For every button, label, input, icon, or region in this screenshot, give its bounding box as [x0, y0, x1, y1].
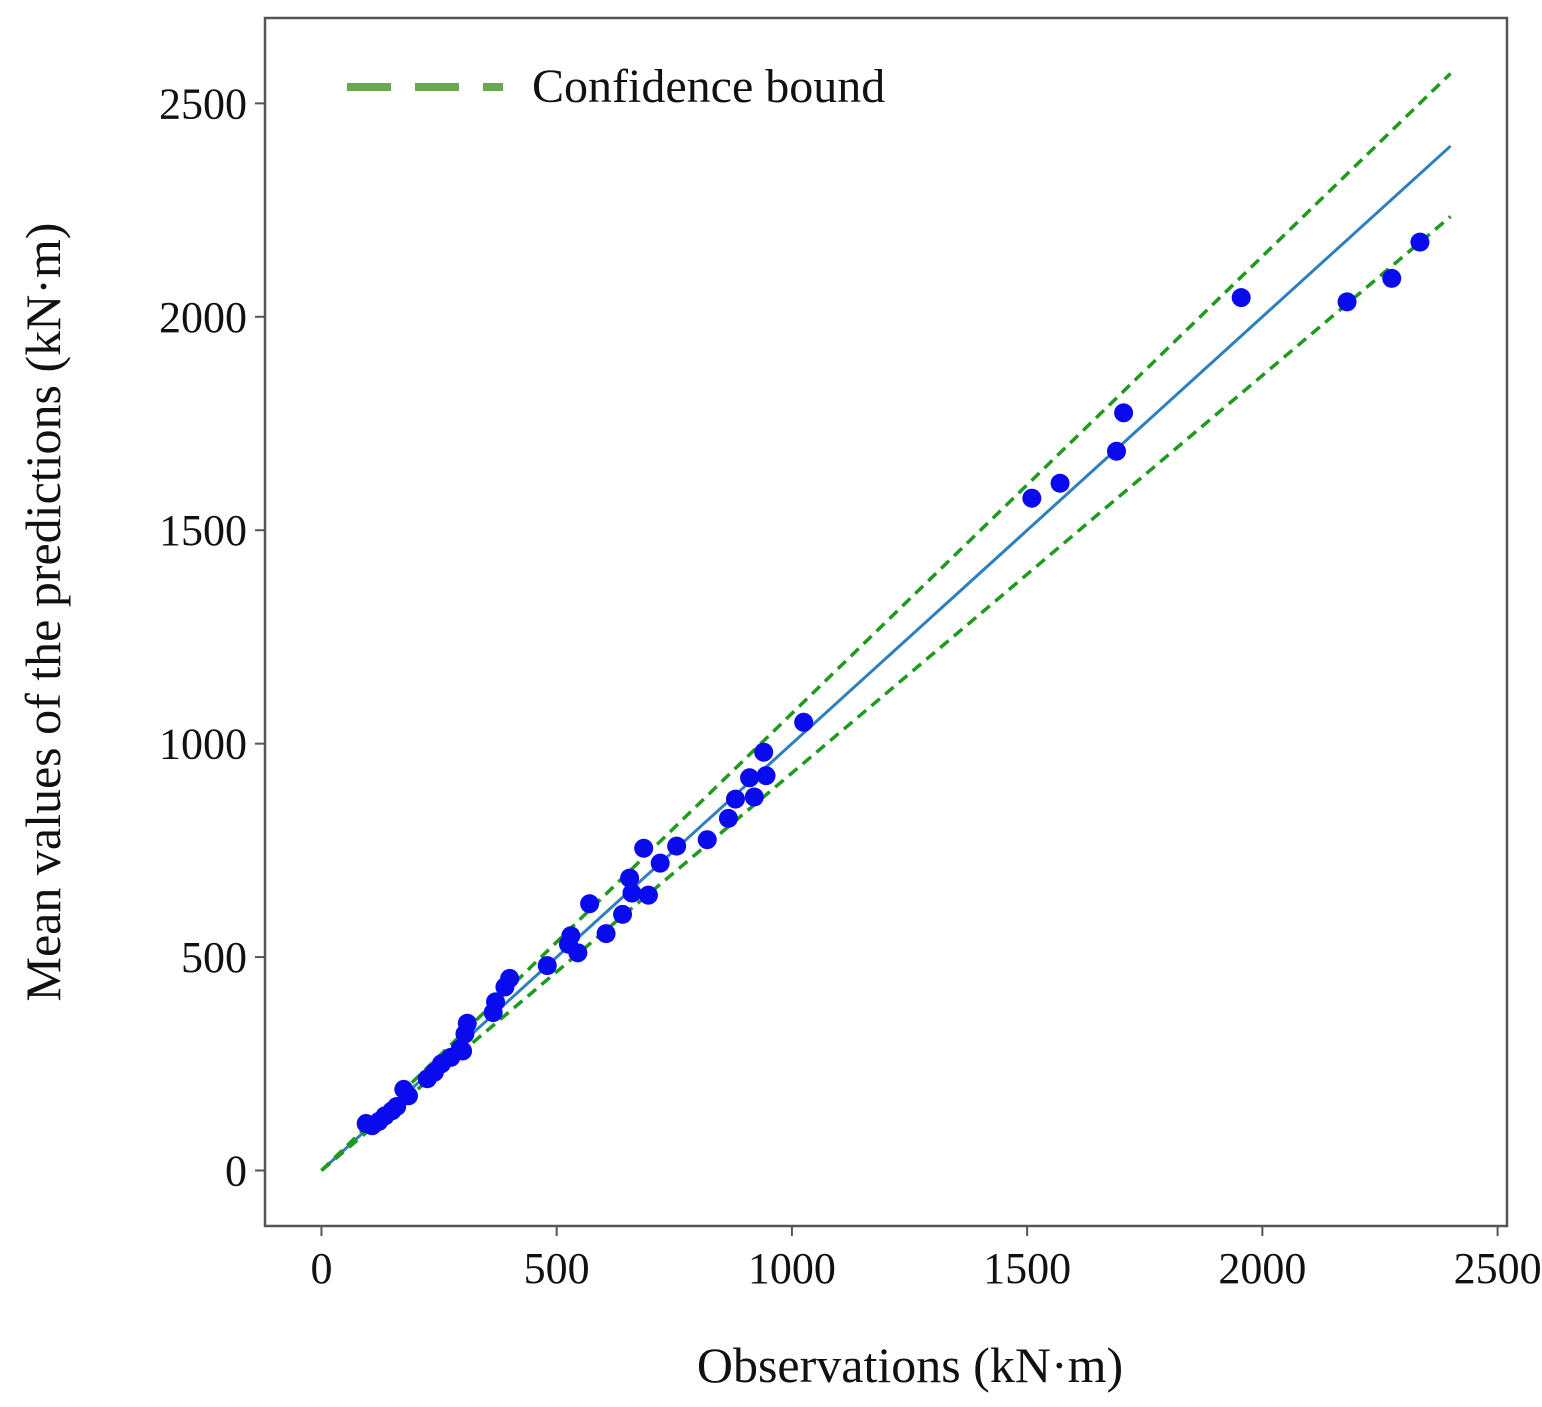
- data-point: [1231, 288, 1251, 308]
- data-point: [638, 885, 658, 905]
- data-point: [457, 1013, 477, 1033]
- data-point: [1022, 488, 1042, 508]
- data-point: [744, 787, 764, 807]
- x-tick-label: 1500: [983, 1244, 1071, 1293]
- lower-confidence-bound-line: [320, 215, 1452, 1172]
- legend: Confidence bound: [347, 60, 885, 113]
- data-point: [697, 830, 717, 850]
- data-point: [398, 1086, 418, 1106]
- data-point: [453, 1041, 473, 1061]
- x-tick-label: 1000: [748, 1244, 836, 1293]
- data-point: [756, 766, 776, 786]
- x-tick-label: 0: [310, 1244, 332, 1293]
- y-tick-label: 0: [225, 1147, 247, 1196]
- data-point: [561, 926, 581, 946]
- data-point: [537, 956, 557, 976]
- data-point: [754, 742, 774, 762]
- y-tick-label: 500: [181, 933, 247, 982]
- data-point: [622, 883, 642, 903]
- data-point: [650, 853, 670, 873]
- ticks-layer: 0 500 1000 1500 2000 2500 0 500 1000 1500 2000 2500: [159, 79, 1542, 1293]
- data-point: [667, 836, 687, 856]
- points-layer: [356, 232, 1430, 1136]
- legend-label: Confidence bound: [532, 60, 885, 113]
- data-point: [1114, 403, 1134, 423]
- y-tick-label: 1000: [159, 720, 247, 769]
- y-axis-title: Mean values of the predictions (kN·m): [15, 223, 71, 1002]
- data-point: [596, 924, 616, 944]
- data-point: [568, 943, 588, 963]
- plot-frame: [263, 16, 1509, 1228]
- data-point: [725, 789, 745, 809]
- x-tick-label: 2500: [1454, 1244, 1542, 1293]
- data-point: [794, 712, 814, 732]
- data-point: [486, 992, 506, 1012]
- data-point: [500, 968, 520, 988]
- data-point: [740, 768, 760, 788]
- data-point: [1107, 441, 1127, 461]
- data-point: [1050, 473, 1070, 493]
- data-point: [1410, 232, 1430, 252]
- data-point: [634, 838, 654, 858]
- x-axis-title: Observations (kN·m): [697, 1337, 1123, 1393]
- data-point: [718, 808, 738, 828]
- y-tick-label: 2500: [159, 79, 247, 128]
- fit-line: [320, 144, 1452, 1172]
- x-tick-label: 500: [524, 1244, 590, 1293]
- data-point: [580, 894, 600, 914]
- x-tick-label: 2000: [1218, 1244, 1306, 1293]
- data-point: [620, 868, 640, 888]
- y-tick-label: 2000: [159, 293, 247, 342]
- data-point: [1337, 292, 1357, 312]
- data-point: [613, 904, 633, 924]
- y-tick-label: 1500: [159, 506, 247, 555]
- data-point: [1382, 268, 1402, 288]
